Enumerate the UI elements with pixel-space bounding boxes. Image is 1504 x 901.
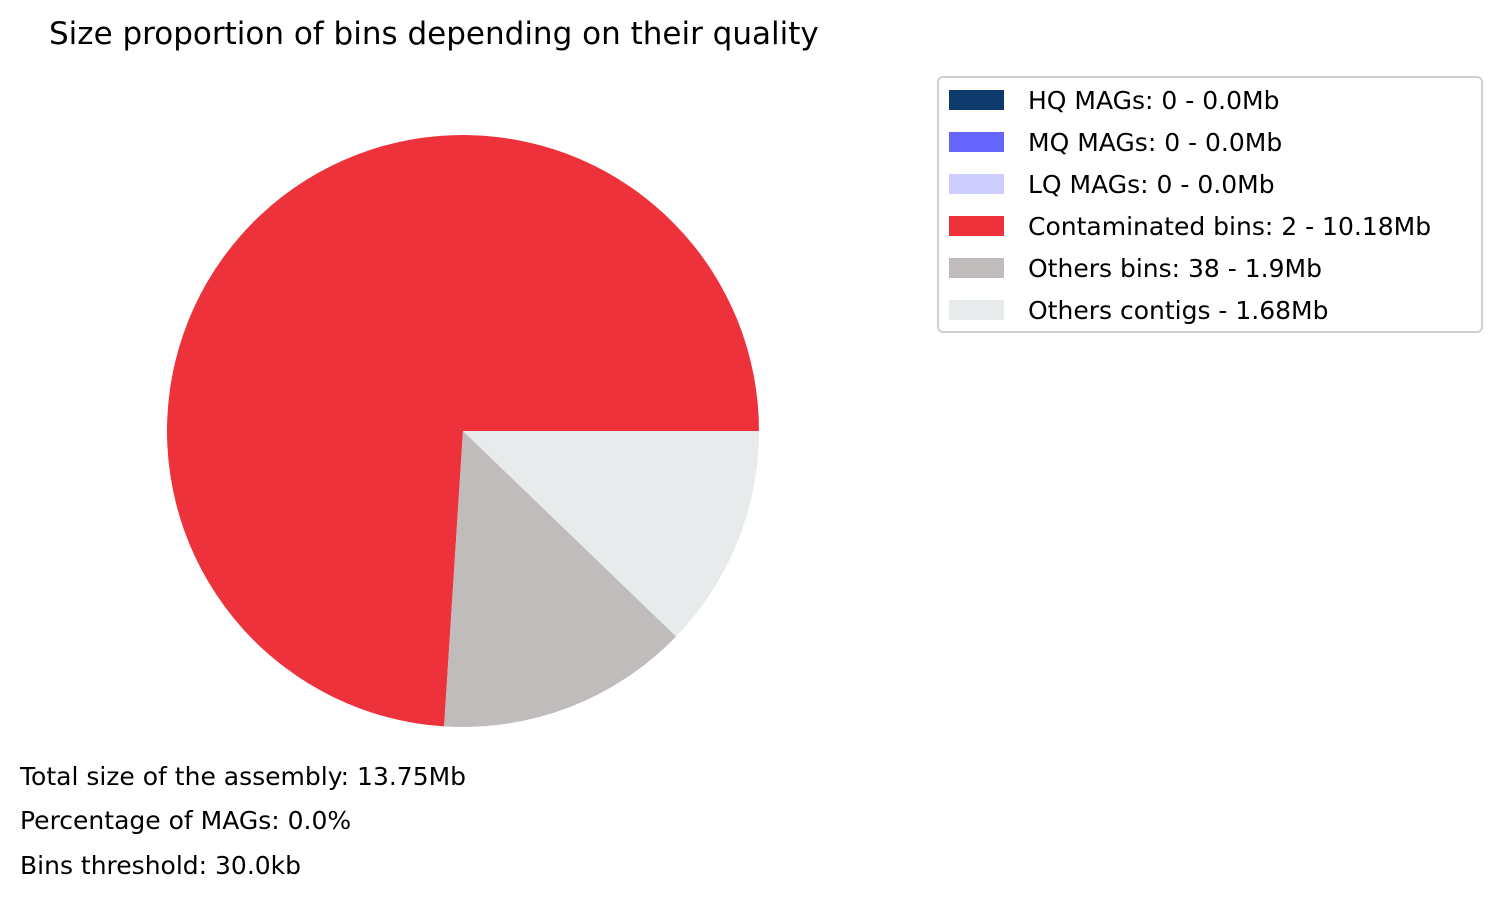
- legend-swatch: [949, 258, 1004, 278]
- pie-slice-others-bins: [444, 431, 677, 728]
- legend-label: Contaminated bins: 2 - 10.18Mb: [1028, 211, 1432, 241]
- pie-slice-others-contigs: [463, 431, 759, 637]
- legend-item-others-bins: Others bins: 38 - 1.9Mb: [949, 248, 1322, 288]
- footnote-total-size: Total size of the assembly: 13.75Mb: [20, 762, 467, 791]
- legend-label: MQ MAGs: 0 - 0.0Mb: [1028, 127, 1283, 157]
- legend-item-hq-mags: HQ MAGs: 0 - 0.0Mb: [949, 80, 1279, 120]
- legend-label: LQ MAGs: 0 - 0.0Mb: [1028, 169, 1275, 199]
- legend-label: Others bins: 38 - 1.9Mb: [1028, 253, 1322, 283]
- legend-label: HQ MAGs: 0 - 0.0Mb: [1028, 85, 1280, 115]
- legend-item-lq-mags: LQ MAGs: 0 - 0.0Mb: [949, 164, 1275, 204]
- legend-item-others-contigs: Others contigs - 1.68Mb: [949, 290, 1329, 330]
- legend-swatch: [949, 132, 1004, 152]
- legend-swatch: [949, 300, 1004, 320]
- legend-item-mq-mags: MQ MAGs: 0 - 0.0Mb: [949, 122, 1282, 162]
- chart-title: Size proportion of bins depending on the…: [49, 16, 819, 52]
- legend-swatch: [949, 90, 1004, 110]
- footnote-bins-threshold: Bins threshold: 30.0kb: [20, 851, 302, 880]
- legend-swatch: [949, 216, 1004, 236]
- pie-slice-contaminated-bins: [166, 135, 759, 727]
- legend: HQ MAGs: 0 - 0.0Mb MQ MAGs: 0 - 0.0Mb LQ…: [937, 76, 1483, 333]
- footnote-mag-percentage: Percentage of MAGs: 0.0%: [20, 806, 352, 835]
- legend-item-contaminated-bins: Contaminated bins: 2 - 10.18Mb: [949, 206, 1431, 246]
- legend-swatch: [949, 174, 1004, 194]
- legend-label: Others contigs - 1.68Mb: [1028, 295, 1329, 325]
